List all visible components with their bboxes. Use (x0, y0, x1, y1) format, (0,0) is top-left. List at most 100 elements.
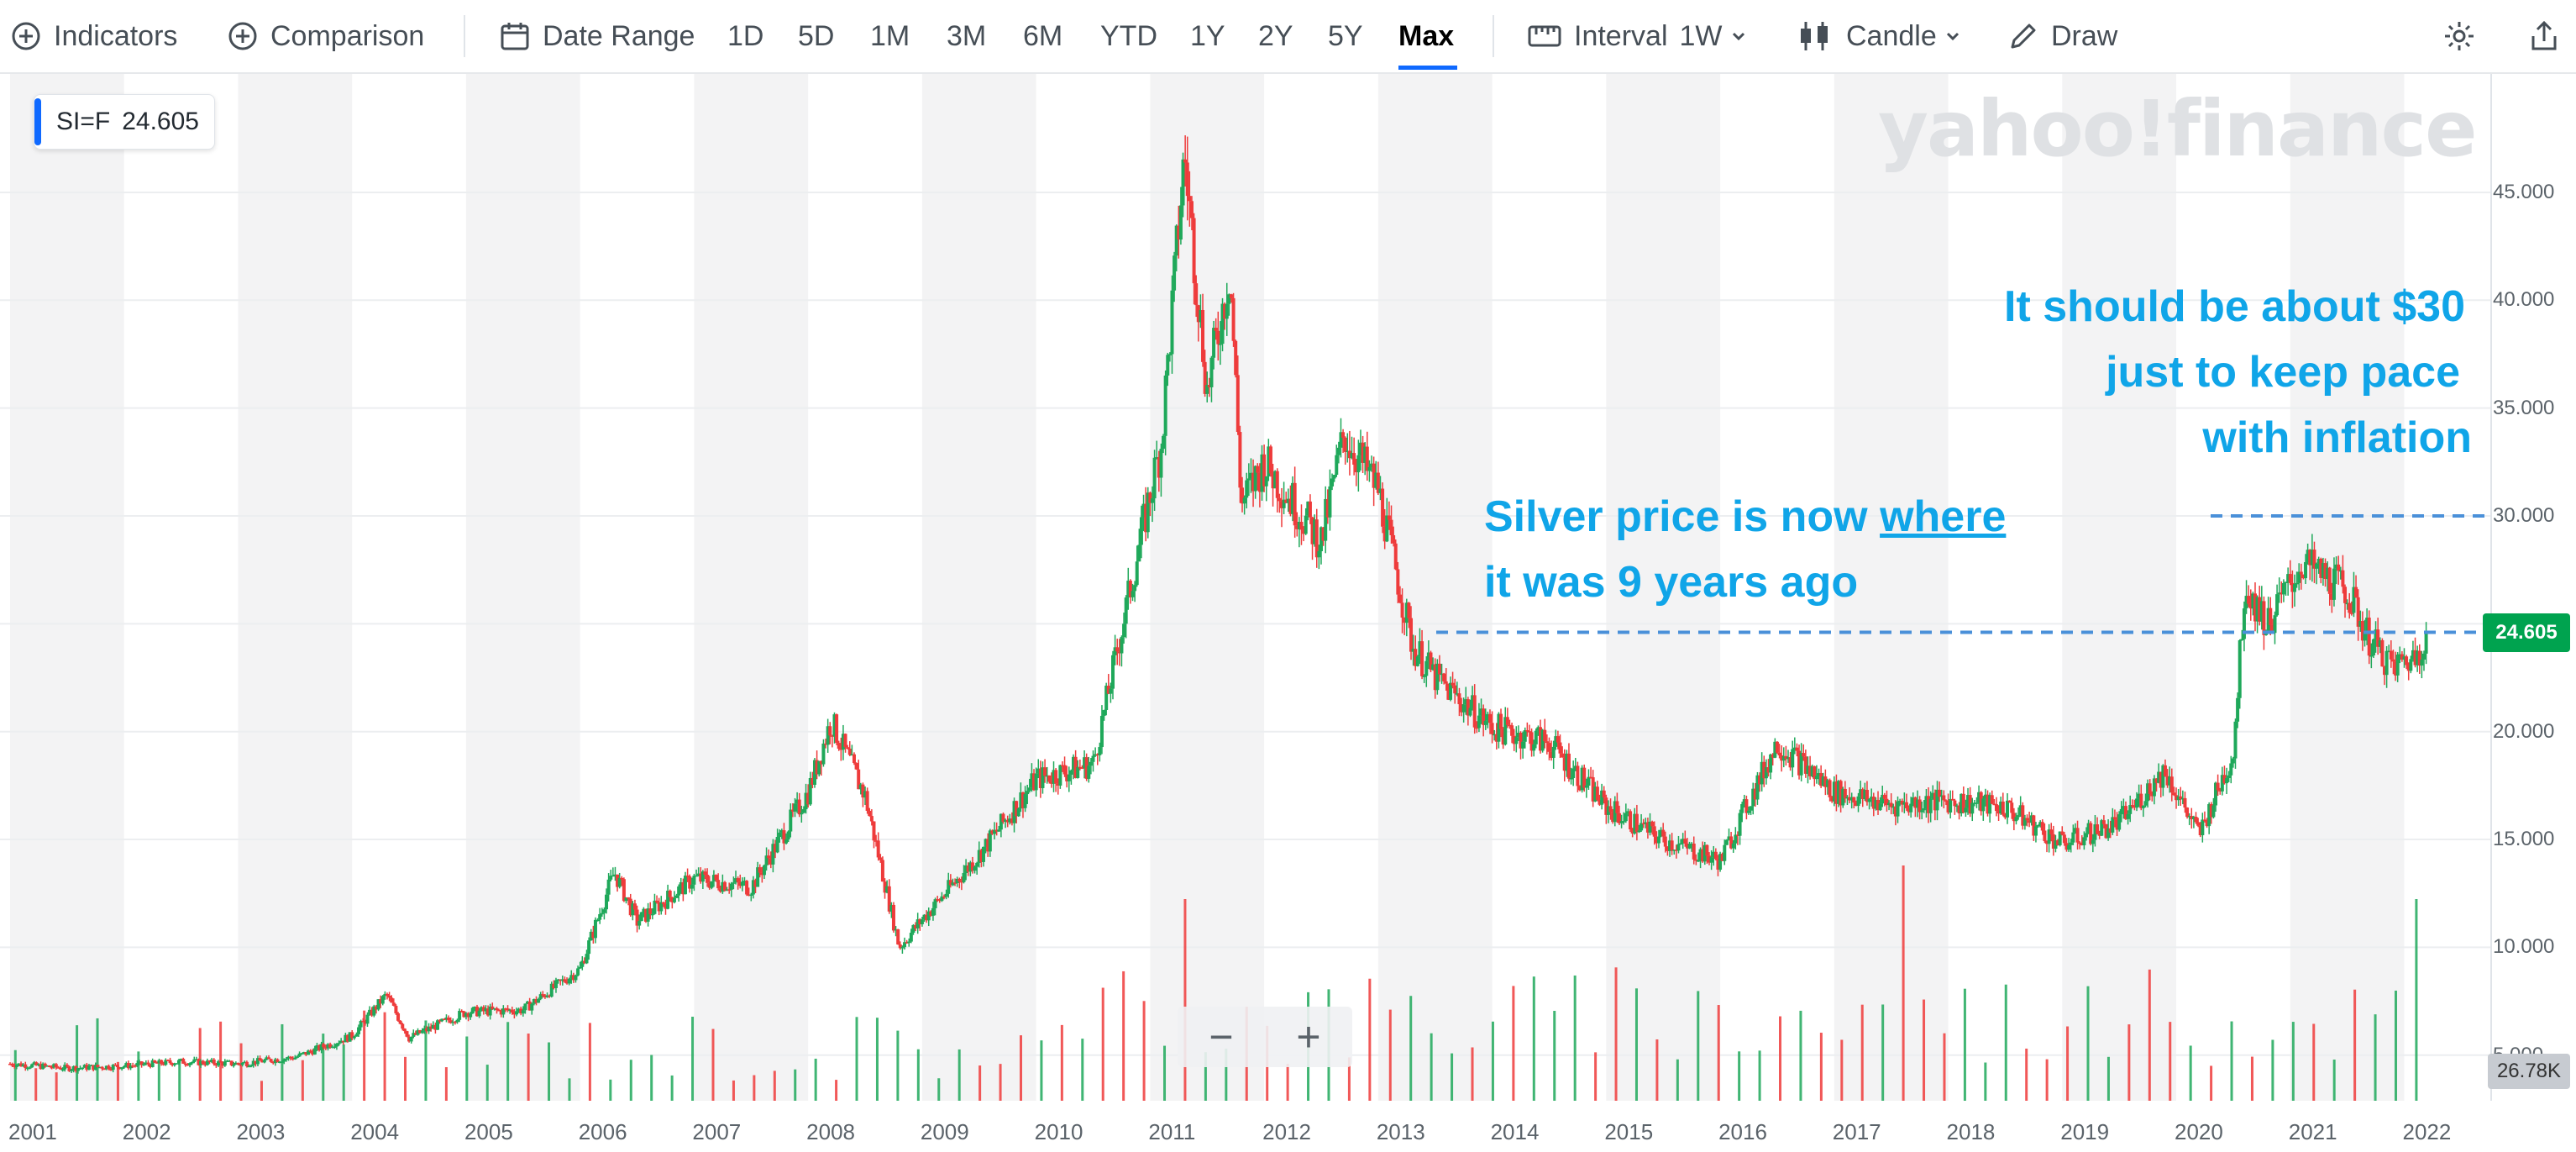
candle-body (254, 1060, 258, 1065)
year-tick-label: 2018 (1946, 1119, 1996, 1144)
candle-body (2033, 826, 2038, 836)
candle-body (1291, 482, 1295, 514)
interval-button[interactable]: Interval 1W (1527, 0, 1748, 72)
candle-body (139, 1061, 144, 1065)
settings-button[interactable] (2442, 0, 2476, 72)
candle-body (1637, 830, 1641, 833)
candle-body (453, 1021, 457, 1023)
candle-body (627, 897, 631, 899)
candle-body (1534, 730, 1538, 744)
draw-button[interactable]: Draw (2007, 0, 2117, 72)
candle-body (2341, 570, 2345, 587)
candle-body (2380, 639, 2385, 667)
candle-body (1806, 765, 1810, 774)
volume-bar (1286, 1064, 1289, 1101)
candle-body (512, 1012, 517, 1015)
range-ytd[interactable]: YTD (1100, 19, 1157, 52)
price-tick-label: 35.000 (2493, 396, 2555, 419)
range-2y[interactable]: 2Y (1258, 19, 1293, 52)
price-tick-label: 10.000 (2493, 935, 2555, 959)
candle-body (2391, 659, 2395, 662)
volume-bar (1060, 1024, 1063, 1101)
chart-type-button[interactable]: Candle (1797, 0, 1962, 72)
candle-body (1314, 519, 1319, 558)
candle-body (874, 840, 879, 842)
candle-body (1608, 806, 1613, 813)
candle-body (1433, 664, 1437, 691)
candle-body (1479, 708, 1483, 716)
candle-body (1004, 819, 1008, 823)
candle-body (1256, 466, 1260, 473)
candle-body (503, 1008, 507, 1010)
range-6m[interactable]: 6M (1023, 19, 1063, 52)
candle-body (797, 799, 801, 815)
ticker-legend[interactable]: SI=F 24.605 (34, 94, 215, 150)
candle-body (984, 839, 988, 847)
indicators-button[interactable]: Indicators (10, 0, 177, 72)
candle-body (628, 898, 632, 916)
range-max[interactable]: Max (1398, 19, 1455, 52)
candle-body (1832, 781, 1836, 802)
candle-body (2010, 802, 2014, 813)
candle-body (835, 714, 839, 744)
year-band (2062, 74, 2177, 1101)
candle-body (639, 912, 643, 922)
candle-body (1049, 781, 1053, 784)
candle-body (1764, 767, 1768, 779)
candle-body (1650, 821, 1655, 827)
range-1m[interactable]: 1M (870, 19, 910, 52)
candle-body (968, 862, 973, 872)
candle-body (858, 784, 863, 790)
range-1y[interactable]: 1Y (1190, 19, 1225, 52)
range-5y[interactable]: 5Y (1328, 19, 1363, 52)
candle-body (2115, 819, 2119, 830)
volume-bar (2332, 1060, 2336, 1101)
candle-body (244, 1061, 249, 1067)
candle-body (790, 809, 795, 812)
zoom-out-button[interactable]: − (1209, 1013, 1234, 1060)
candle-body (1389, 519, 1393, 535)
price-chart[interactable] (0, 74, 2490, 1101)
candle-body (1414, 649, 1418, 666)
date-range-button[interactable]: Date Range (499, 0, 695, 72)
candle-body (1775, 741, 1779, 753)
candle-body (36, 1064, 40, 1066)
volume-bar (2086, 986, 2090, 1101)
candle-body (2104, 823, 2108, 839)
candle-body (1799, 753, 1803, 776)
candle-body (1848, 797, 1852, 801)
candle-body (1527, 731, 1531, 733)
candle-body (1246, 478, 1251, 481)
zoom-in-button[interactable]: + (1296, 1013, 1321, 1060)
candle-body (1996, 811, 2001, 814)
volume-bar (1634, 988, 1638, 1101)
range-1d[interactable]: 1D (727, 19, 764, 52)
candle-body (1073, 756, 1078, 778)
candle-body (2012, 813, 2016, 822)
candle-body (1253, 466, 1257, 492)
range-3m[interactable]: 3M (947, 19, 987, 52)
candle-body (135, 1063, 139, 1066)
candle-body (1986, 794, 1990, 814)
candle-body (412, 1033, 416, 1037)
year-tick-label: 2002 (122, 1119, 171, 1144)
candle-body (172, 1064, 176, 1065)
candle-body (2225, 778, 2229, 784)
candle-body (1622, 821, 1626, 823)
candle-body (32, 1062, 36, 1065)
candle-body (940, 896, 944, 902)
candle-body (442, 1018, 446, 1021)
candle-body (56, 1067, 60, 1069)
candle-body (1400, 602, 1404, 618)
candle-body (1580, 767, 1584, 791)
candle-body (526, 1001, 530, 1004)
share-button[interactable] (2528, 0, 2560, 72)
candle-body (740, 881, 744, 886)
candle-body (2400, 654, 2404, 660)
candle-body (60, 1069, 65, 1071)
range-5d[interactable]: 5D (798, 19, 835, 52)
volume-bar (444, 1067, 448, 1101)
comparison-button[interactable]: Comparison (227, 0, 424, 72)
ticker-symbol: SI=F (56, 108, 111, 135)
candle-body (484, 1008, 488, 1012)
